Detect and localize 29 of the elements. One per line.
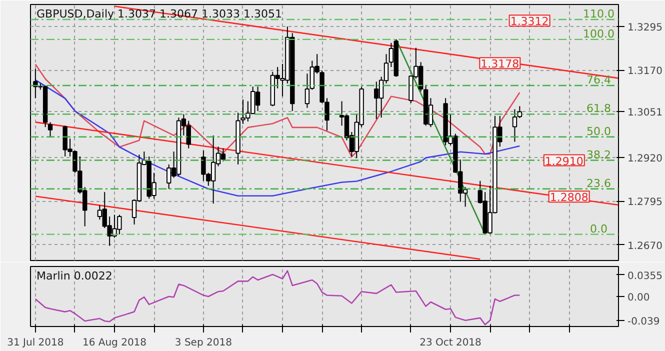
y-tick-label: 1.2670 — [628, 240, 662, 252]
x-tick-label: 31 Jul 2018 — [7, 338, 64, 348]
annotation: 61.8 — [586, 102, 611, 116]
annotation: 38.2 — [586, 148, 611, 162]
x-tick-label: 23 Oct 2018 — [420, 338, 482, 348]
y-tick-label: 1.2920 — [628, 153, 662, 164]
annotation: 110.0 — [582, 8, 614, 21]
annotation: 1.2808 — [550, 191, 588, 204]
y-tick-label: 1.3295 — [628, 22, 662, 34]
annotation: 1.3312 — [510, 15, 549, 28]
x-tick-label: 16 Aug 2018 — [82, 338, 147, 348]
y-tick-label: 1.2795 — [628, 197, 662, 208]
y-tick-label: -0.039 — [628, 316, 660, 328]
line-series — [34, 79, 520, 197]
x-tick-label: 3 Sep 2018 — [174, 338, 232, 348]
y-tick-label: 0.0355 — [628, 270, 662, 282]
y-tick-label: 0.00 — [628, 292, 650, 304]
line-series — [34, 270, 520, 326]
annotation: 0.0 — [590, 222, 608, 236]
annotation: 23.6 — [586, 176, 611, 190]
annotation: 76.4 — [586, 74, 611, 87]
y-tick-label: 1.3170 — [628, 66, 662, 78]
candlestick — [48, 122, 53, 138]
y-tick-label: 1.3051 — [628, 108, 662, 119]
annotation: 1.3178 — [480, 58, 520, 71]
annotation: 100.0 — [582, 27, 614, 40]
annotation: 1.2910 — [544, 154, 584, 168]
annotation: 50.0 — [586, 124, 611, 138]
chart-title: Marlin 0.0022 — [36, 270, 112, 282]
